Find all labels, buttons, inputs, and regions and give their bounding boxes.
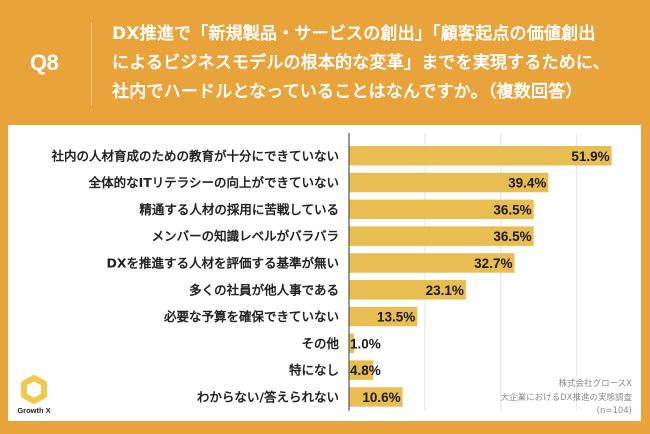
category-label: 精通する人材の採用に苦戦している [139, 202, 339, 217]
header-divider [91, 22, 92, 106]
question-title-line: によるビジネスモデルの根本的な変革」までを実現するために、 [112, 53, 610, 73]
category-label: 社内の人材育成のための教育が十分にできていない [50, 148, 339, 163]
category-label: メンバーの知識レベルがバラバラ [152, 229, 339, 244]
value-label: 36.5% [493, 202, 531, 217]
value-label: 51.9% [571, 149, 609, 164]
value-label: 39.4% [508, 176, 546, 191]
bar [349, 360, 374, 380]
category-label: その他 [301, 336, 339, 351]
value-label: 13.5% [377, 310, 415, 325]
bar [349, 199, 534, 220]
bar [349, 226, 534, 246]
category-label: 特になし [289, 363, 339, 378]
question-title: DX推進で「新規製品・サービスの創出」「顧客起点の価値創出 によるビジネスモデル… [112, 20, 632, 107]
value-label: 1.0% [350, 336, 381, 351]
source-company: 株式会社グロースX [558, 379, 632, 389]
question-title-line: DX推進で「新規製品・サービスの創出」「顧客起点の価値創出 [112, 24, 596, 44]
category-label: わからない/答えられない [197, 389, 339, 404]
value-label: 36.5% [493, 229, 531, 244]
bars [349, 146, 612, 407]
hexagon-ring-icon [21, 375, 47, 404]
bar [349, 172, 549, 193]
source-sample-size: (n=104) [596, 406, 632, 416]
value-label: 4.8% [350, 363, 381, 378]
question-title-line: 社内でハードルとなっていることはなんですか。（複数回答） [112, 82, 583, 102]
bar [349, 280, 466, 300]
category-labels: 社内の人材育成のための教育が十分にできていない全体的なITリテラシーの向上ができ… [50, 148, 339, 404]
bar [349, 253, 515, 273]
source-survey: 大企業におけるDX推進の実態調査 [500, 392, 632, 403]
bar [349, 333, 355, 354]
source-note: 株式会社グロースX 大企業におけるDX推進の実態調査 (n=104) [501, 378, 632, 419]
value-label: 32.7% [474, 256, 512, 271]
bar [349, 146, 612, 166]
growthx-logo: Growth X [14, 375, 54, 419]
bar [349, 387, 403, 407]
bar [349, 306, 418, 327]
category-label: DXを推進する人材を評価する基準が無い [106, 255, 339, 270]
category-label: 全体的なITリテラシーの向上ができていない [88, 175, 339, 190]
value-label: 10.6% [362, 390, 400, 405]
category-label: 必要な予算を確保できていない [163, 309, 339, 324]
category-label: 多くの社員が他人事である [189, 282, 339, 297]
value-label: 23.1% [426, 283, 464, 298]
header-banner: Q8 DX推進で「新規製品・サービスの創出」「顧客起点の価値創出 によるビジネス… [0, 0, 650, 125]
logo-text: Growth X [17, 406, 51, 415]
question-number: Q8 [30, 50, 59, 75]
value-labels: 51.9% 39.4% 36.5% 36.5% 32.7% 23.1% 13.5% 1.0% 4… [350, 149, 610, 405]
